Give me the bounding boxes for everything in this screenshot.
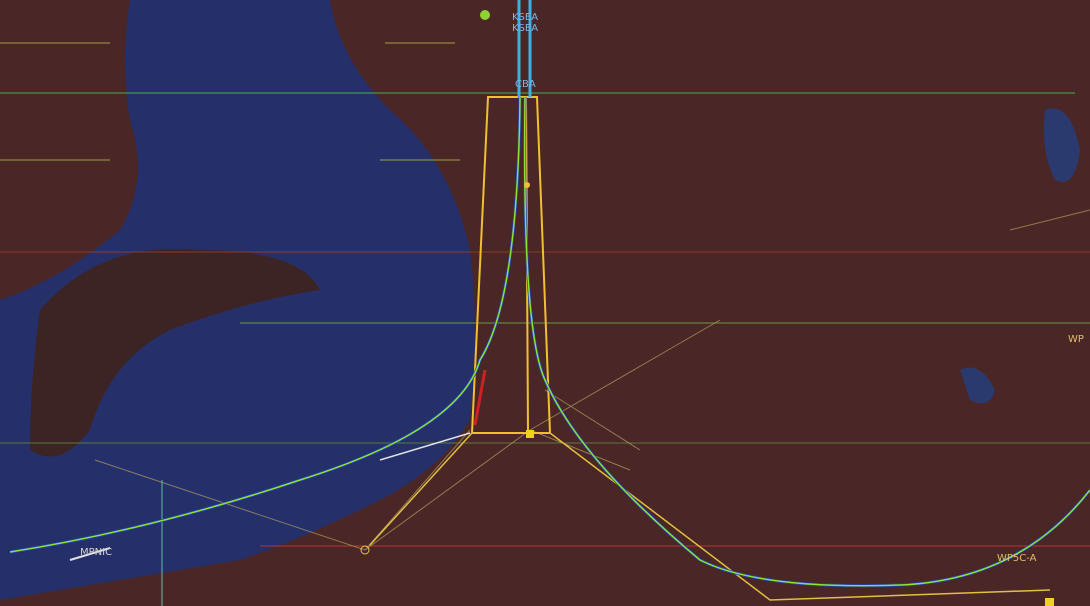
fix-label: CBA xyxy=(515,79,536,90)
waypoint-label: MPNIC xyxy=(80,547,112,558)
waypoint xyxy=(524,182,530,188)
waypoint xyxy=(480,10,490,20)
page: {"map": {"labels": ["KSEA", "KSEA", "CBA… xyxy=(0,0,1090,606)
map: KSEA KSEA CBA WP WP5C-A MPNIC xyxy=(0,0,1090,606)
waypoint-label: WP xyxy=(1068,334,1084,345)
waypoint xyxy=(1045,598,1054,606)
airport-label: KSEA xyxy=(512,12,538,23)
waypoint-label: WP5C-A xyxy=(997,553,1037,564)
airport-label: KSEA xyxy=(512,23,538,34)
waypoint xyxy=(526,430,534,438)
